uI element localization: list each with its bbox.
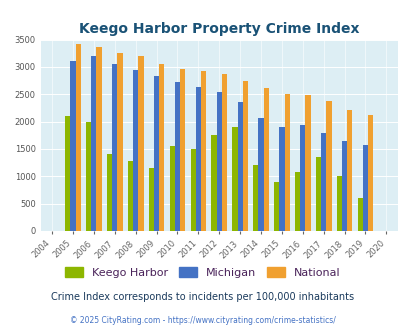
Bar — [263, 88, 268, 231]
Bar — [346, 110, 352, 231]
Bar — [279, 126, 284, 231]
Bar — [190, 149, 195, 231]
Bar — [284, 94, 289, 231]
Bar — [357, 198, 362, 231]
Text: © 2025 CityRating.com - https://www.cityrating.com/crime-statistics/: © 2025 CityRating.com - https://www.city… — [70, 315, 335, 325]
Bar — [169, 146, 175, 231]
Bar — [107, 154, 112, 231]
Bar — [336, 176, 341, 231]
Bar — [195, 87, 200, 231]
Bar — [91, 56, 96, 231]
Bar — [232, 127, 237, 231]
Bar — [242, 81, 247, 231]
Bar — [362, 145, 367, 231]
Bar — [148, 168, 153, 231]
Bar — [258, 118, 263, 231]
Bar — [70, 61, 75, 231]
Bar — [221, 74, 226, 231]
Bar — [273, 182, 279, 231]
Bar — [112, 64, 117, 231]
Bar — [175, 82, 180, 231]
Bar — [128, 161, 133, 231]
Bar — [159, 64, 164, 231]
Bar — [86, 122, 91, 231]
Title: Keego Harbor Property Crime Index: Keego Harbor Property Crime Index — [79, 22, 358, 36]
Bar — [133, 70, 138, 231]
Bar — [211, 135, 216, 231]
Bar — [180, 69, 185, 231]
Bar — [65, 116, 70, 231]
Bar — [96, 47, 102, 231]
Bar — [117, 53, 122, 231]
Bar — [138, 56, 143, 231]
Bar — [299, 125, 305, 231]
Bar — [341, 141, 346, 231]
Bar — [326, 101, 331, 231]
Legend: Keego Harbor, Michigan, National: Keego Harbor, Michigan, National — [61, 263, 344, 282]
Bar — [315, 157, 320, 231]
Text: Crime Index corresponds to incidents per 100,000 inhabitants: Crime Index corresponds to incidents per… — [51, 292, 354, 302]
Bar — [305, 95, 310, 231]
Bar — [320, 133, 326, 231]
Bar — [153, 76, 159, 231]
Bar — [237, 102, 242, 231]
Bar — [216, 91, 221, 231]
Bar — [294, 172, 299, 231]
Bar — [367, 115, 373, 231]
Bar — [75, 44, 81, 231]
Bar — [200, 71, 206, 231]
Bar — [253, 165, 258, 231]
